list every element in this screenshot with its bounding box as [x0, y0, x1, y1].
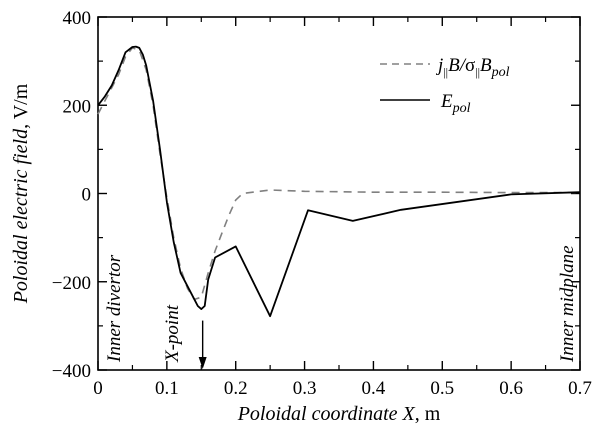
annotation-inner-midplane: Inner midplane — [557, 245, 578, 363]
x-tick-label: 0.5 — [430, 378, 454, 399]
legend: j||B/σ||Bpol Epol — [380, 55, 510, 116]
tick-labels: 0 0.1 0.2 0.3 0.4 0.5 0.6 0.7 −400 −200 0 200 400 — [52, 8, 592, 399]
y-tick-label: −200 — [52, 273, 91, 294]
x-tick-label: 0.1 — [155, 378, 179, 399]
x-tick-label: 0.4 — [362, 378, 386, 399]
y-tick-label: 0 — [82, 185, 92, 206]
x-tick-label: 0.3 — [293, 378, 317, 399]
x-tick-label: 0.2 — [224, 378, 248, 399]
axis-ticks — [97, 16, 581, 371]
y-axis-label: Poloidal electric field, V/m — [10, 83, 32, 304]
x-point-arrow-head — [198, 357, 207, 369]
legend-label-jB: j||B/σ||Bpol — [435, 55, 510, 80]
annotation-inner-divertor: Inner divertor — [104, 254, 125, 363]
legend-label-Epol: Epol — [440, 91, 471, 116]
x-tick-label: 0.7 — [568, 378, 592, 399]
series-line-jB — [97, 47, 580, 301]
series-line-Epol — [97, 45, 581, 318]
series-layer — [97, 45, 581, 318]
x-tick-label: 0.6 — [499, 378, 523, 399]
y-tick-label: −400 — [52, 361, 91, 382]
x-axis-label: Poloidal coordinate X, m — [237, 403, 441, 425]
y-tick-label: 400 — [63, 8, 92, 29]
x-tick-label: 0 — [93, 378, 103, 399]
plot-area: Inner divertor X-point Inner midplane — [97, 16, 581, 371]
y-tick-label: 200 — [63, 96, 92, 117]
annotation-x-point: X-point — [162, 304, 183, 363]
annotations: Inner divertor X-point Inner midplane — [104, 245, 578, 369]
